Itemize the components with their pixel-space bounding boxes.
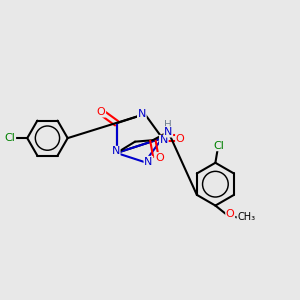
Text: O: O [97, 107, 105, 117]
Text: O: O [156, 153, 164, 163]
Text: N: N [160, 136, 168, 146]
Text: Cl: Cl [213, 140, 224, 151]
Text: N: N [144, 157, 153, 166]
Text: N: N [112, 146, 120, 157]
Text: Cl: Cl [4, 133, 15, 143]
Text: CH₃: CH₃ [237, 212, 255, 222]
Text: N: N [164, 127, 172, 137]
Text: N: N [138, 109, 146, 119]
Text: H: H [164, 120, 172, 130]
Text: O: O [226, 209, 235, 219]
Text: O: O [176, 134, 184, 144]
